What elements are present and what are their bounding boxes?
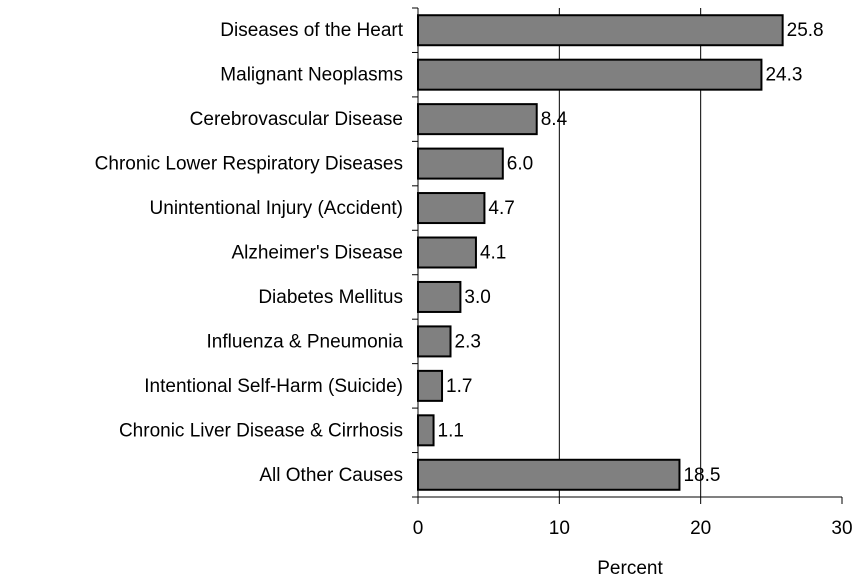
bar [417,236,477,269]
y-tick-label: Influenza & Pneumonia [207,331,404,352]
x-tick-label: 10 [549,518,570,539]
value-label: 2.3 [455,331,481,352]
value-label: 1.1 [438,420,464,441]
bar [417,325,452,358]
x-axis-label: Percent [597,558,663,579]
y-tick-label: Chronic Liver Disease & Cirrhosis [119,420,403,441]
y-tick-label: Unintentional Injury (Accident) [150,198,403,219]
bar [417,414,435,447]
x-tick-label: 0 [413,518,424,539]
bar [417,458,681,491]
bar [417,369,444,402]
bar [417,192,486,225]
value-label: 3.0 [464,287,490,308]
value-label: 18.5 [683,465,720,486]
y-tick-label: Chronic Lower Respiratory Diseases [95,154,403,175]
value-label: 4.7 [488,198,514,219]
value-label: 4.1 [480,243,506,264]
bar [417,147,504,180]
y-tick-label: All Other Causes [259,465,403,486]
bar [417,14,784,47]
bar [417,103,538,136]
bar [417,58,763,91]
value-label: 24.3 [765,65,802,86]
x-tick-label: 30 [831,518,852,539]
y-tick-label: Malignant Neoplasms [220,65,403,86]
y-tick-label: Diseases of the Heart [220,20,403,41]
y-tick-label: Diabetes Mellitus [258,287,403,308]
bar [417,280,462,313]
y-tick-label: Cerebrovascular Disease [190,109,403,130]
value-label: 1.7 [446,376,472,397]
value-label: 8.4 [541,109,568,130]
value-label: 6.0 [507,154,533,175]
y-tick-label: Alzheimer's Disease [231,243,403,264]
x-tick-label: 20 [690,518,711,539]
value-label: 25.8 [787,20,824,41]
y-tick-label: Intentional Self-Harm (Suicide) [144,376,403,397]
